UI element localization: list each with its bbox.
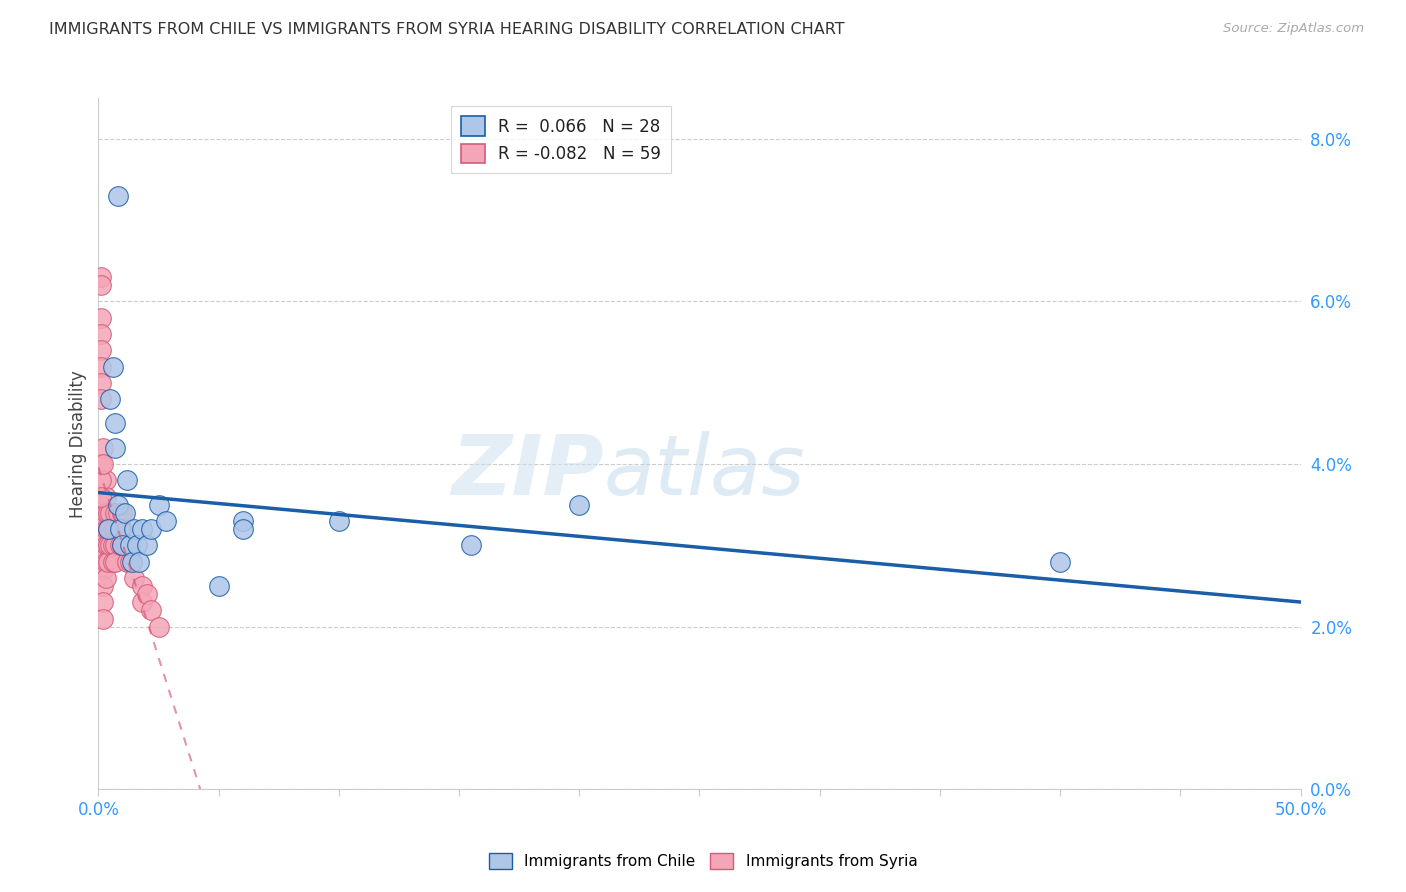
Point [90, 326, 112, 341]
Point [90, 457, 112, 471]
Point [91, 612, 114, 626]
Point [94, 490, 117, 504]
Text: atlas: atlas [603, 431, 806, 512]
Point [108, 522, 131, 536]
Point [104, 441, 127, 455]
Point [97, 538, 120, 552]
Point [91, 579, 114, 593]
Point [90, 376, 112, 390]
Point [91, 530, 114, 544]
Point [101, 522, 124, 536]
Point [118, 555, 141, 569]
Point [90, 392, 112, 406]
Point [114, 506, 136, 520]
Point [91, 514, 114, 528]
Point [100, 522, 122, 536]
Point [94, 538, 117, 552]
Point [117, 538, 139, 552]
Point [117, 555, 139, 569]
Point [135, 587, 157, 601]
Point [107, 188, 129, 202]
Point [208, 579, 231, 593]
Point [108, 538, 131, 552]
Point [90, 474, 112, 488]
Point [90, 359, 112, 374]
Point [97, 522, 120, 536]
Point [91, 498, 114, 512]
Point [91, 457, 114, 471]
Point [232, 514, 254, 528]
Point [121, 555, 143, 569]
Point [131, 522, 153, 536]
Point [131, 595, 153, 609]
Point [148, 620, 170, 634]
Point [124, 522, 146, 536]
Point [568, 498, 591, 512]
Legend: R =  0.066   N = 28, R = -0.082   N = 59: R = 0.066 N = 28, R = -0.082 N = 59 [451, 106, 671, 173]
Point [90, 343, 112, 358]
Point [128, 555, 150, 569]
Point [108, 522, 131, 536]
Point [107, 498, 129, 512]
Point [104, 506, 127, 520]
Point [155, 514, 177, 528]
Point [107, 506, 129, 520]
Y-axis label: Hearing Disability: Hearing Disability [69, 370, 87, 517]
Point [97, 522, 120, 536]
Point [90, 270, 112, 285]
Point [107, 522, 129, 536]
Point [94, 555, 117, 569]
Point [90, 278, 112, 293]
Point [101, 359, 124, 374]
Point [118, 538, 141, 552]
Point [328, 514, 350, 528]
Point [94, 522, 117, 536]
Point [104, 522, 127, 536]
Point [91, 441, 114, 455]
Point [111, 522, 134, 536]
Point [124, 571, 146, 585]
Point [111, 506, 134, 520]
Point [135, 538, 157, 552]
Point [131, 579, 153, 593]
Point [91, 547, 114, 561]
Point [100, 538, 122, 552]
Text: IMMIGRANTS FROM CHILE VS IMMIGRANTS FROM SYRIA HEARING DISABILITY CORRELATION CH: IMMIGRANTS FROM CHILE VS IMMIGRANTS FROM… [49, 22, 845, 37]
Point [114, 538, 136, 552]
Point [91, 563, 114, 577]
Legend: Immigrants from Chile, Immigrants from Syria: Immigrants from Chile, Immigrants from S… [482, 847, 924, 875]
Point [104, 555, 127, 569]
Point [141, 522, 163, 536]
Point [125, 538, 148, 552]
Point [117, 474, 139, 488]
Point [100, 506, 122, 520]
Point [101, 538, 124, 552]
Point [104, 538, 127, 552]
Point [100, 392, 122, 406]
Point [111, 538, 134, 552]
Point [94, 506, 117, 520]
Point [97, 555, 120, 569]
Text: ZIP: ZIP [451, 431, 603, 512]
Point [90, 490, 112, 504]
Point [460, 538, 482, 552]
Point [90, 310, 112, 325]
Point [91, 595, 114, 609]
Point [104, 417, 127, 431]
Point [232, 522, 254, 536]
Point [111, 538, 134, 552]
Point [94, 571, 117, 585]
Point [94, 474, 117, 488]
Point [148, 498, 170, 512]
Point [101, 555, 124, 569]
Point [97, 506, 120, 520]
Point [1049, 555, 1071, 569]
Text: Source: ZipAtlas.com: Source: ZipAtlas.com [1223, 22, 1364, 36]
Point [141, 603, 163, 617]
